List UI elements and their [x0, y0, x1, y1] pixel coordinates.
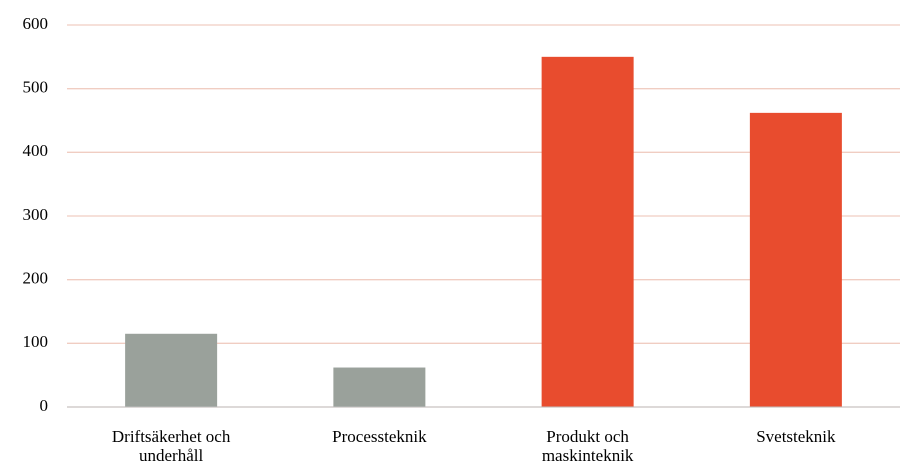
bar — [541, 56, 634, 407]
bar — [125, 333, 218, 407]
y-tick-label: 600 — [23, 14, 49, 33]
y-tick-label: 100 — [23, 332, 49, 351]
y-tick-label: 300 — [23, 205, 49, 224]
y-tick-label: 400 — [23, 141, 49, 160]
bar — [749, 112, 842, 408]
x-tick-label: Driftsäkerhet och underhåll — [111, 427, 231, 465]
x-tick-label: Processteknik — [332, 427, 427, 446]
y-tick-label: 0 — [40, 396, 49, 415]
y-tick-label: 500 — [23, 78, 49, 97]
x-tick-label: Produkt och maskinteknik — [541, 427, 634, 465]
bar — [333, 367, 426, 407]
y-tick-label: 200 — [23, 269, 49, 288]
x-tick-label: Svetsteknik — [756, 427, 836, 446]
